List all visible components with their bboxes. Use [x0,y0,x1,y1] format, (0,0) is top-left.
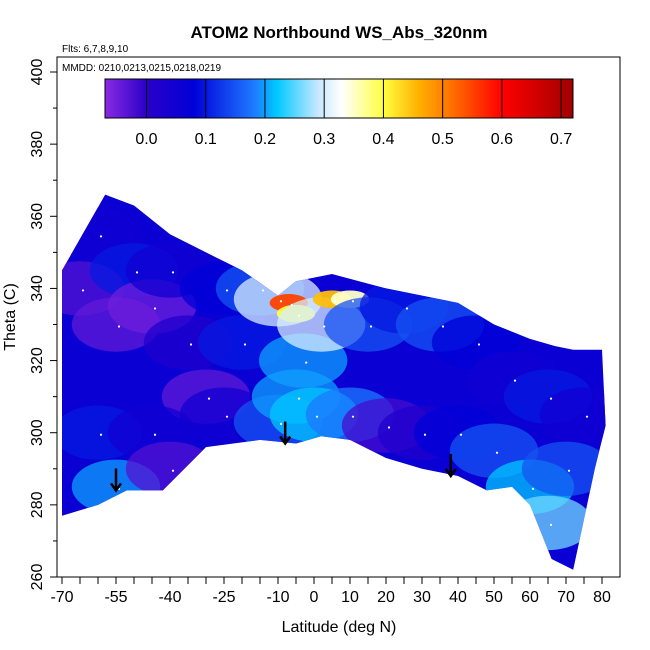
x-tick-label: 0 [310,589,319,606]
observation-point [171,271,175,274]
heatmap-cell [125,441,215,496]
x-tick-label: 50 [485,589,503,606]
colorbar-gridlines [145,79,562,118]
observation-point [261,289,265,292]
x-axis: -70 -55 -40 -25 -10 0 10 20 30 40 50 60 70 80 [50,577,611,606]
colorbar-tick-label: 0.7 [550,131,572,148]
observation-point [297,397,301,400]
colorbar-tick-label: 0.6 [491,131,513,148]
observation-point [585,415,589,418]
x-tick-label: 40 [449,589,467,606]
x-tick-label: -70 [50,589,73,606]
x-tick-label: -40 [158,589,181,606]
colorbar: 0.0 0.1 0.2 0.3 0.4 0.5 0.6 0.7 [104,78,574,148]
y-tick-label: 400 [29,59,46,86]
flights-label: Flts: 6,7,8,9,10 [62,44,129,55]
observation-point [369,325,373,328]
arrow-marker [109,468,123,493]
colorbar-tick-label: 0.0 [135,131,157,148]
observation-point [549,397,553,400]
x-tick-label: -55 [104,589,127,606]
x-tick-label: 10 [341,589,359,606]
observation-point [279,300,283,303]
observation-point [477,343,481,346]
arrow-head [279,435,292,446]
dates-label: MMDD: 0210,0213,0215,0218,0219 [62,63,221,74]
arrow-head [109,482,123,493]
plot-frame [56,56,621,578]
heatmap-cell [539,387,606,442]
y-axis: 260 280 300 320 340 360 380 400 [29,59,57,591]
arrow-head [444,468,457,479]
observation-point [81,289,85,292]
x-tick-label: -10 [266,589,289,606]
observation-point [279,422,283,425]
observation-point [531,487,535,490]
heatmap-cell [503,495,593,551]
observation-point [153,433,157,436]
colorbar-tick-label: 0.2 [254,131,276,148]
observation-point [423,433,427,436]
observation-point [495,451,499,454]
y-tick-label: 280 [29,491,46,518]
y-tick-label: 260 [29,564,46,591]
colorbar-tick-label: 0.1 [195,131,217,148]
observation-point [171,469,175,472]
y-tick-label: 320 [29,347,46,374]
x-tick-label: 30 [413,589,431,606]
x-tick-label: -25 [212,589,235,606]
x-tick-label: 70 [557,589,575,606]
colorbar-tick-label: 0.3 [313,131,335,148]
x-tick-label: 20 [377,589,395,606]
observation-point [225,415,229,418]
observation-point [387,426,391,429]
colorbar-labels: 0.0 0.1 0.2 0.3 0.4 0.5 0.6 0.7 [135,131,572,148]
field-cells [62,207,606,551]
arrow-marker [444,454,457,479]
y-tick-label: 300 [29,419,46,446]
observation-point [351,415,355,418]
observation-point [305,361,308,364]
observation-point [567,469,571,472]
observation-point [99,433,103,436]
observation-point [351,300,355,303]
y-axis-label: Theta (C) [2,283,19,351]
x-tick-label: 80 [593,589,611,606]
chart-title: ATOM2 Northbound WS_Abs_320nm [191,23,488,42]
arrow-markers [109,421,457,493]
y-tick-label: 340 [29,275,46,302]
y-tick-label: 360 [29,203,46,230]
observation-point [153,307,157,310]
colorbar-tick-label: 0.4 [372,131,394,148]
observation-points [81,235,589,526]
y-tick-label: 380 [29,131,46,158]
observation-point [405,307,409,310]
colorbar-tick-label: 0.5 [432,131,454,148]
observation-point [315,415,319,418]
observation-point [225,289,229,292]
observation-point [459,433,463,436]
arrow-marker [279,421,292,446]
observation-point [189,343,193,346]
observation-point [297,314,301,317]
observation-point [549,523,553,526]
observation-point [135,271,139,274]
x-tick-label: 60 [521,589,539,606]
observation-point [117,325,121,328]
observation-point [441,325,445,328]
x-axis-label: Latitude (deg N) [282,619,397,636]
colorbar-scale [104,78,574,119]
observation-point [323,325,326,328]
observation-point [290,303,293,306]
observation-point [243,343,247,346]
observation-point [333,300,337,303]
observation-point [207,397,211,400]
observation-point [99,235,103,238]
observation-point [513,379,517,382]
heatmap-cell [521,441,606,496]
